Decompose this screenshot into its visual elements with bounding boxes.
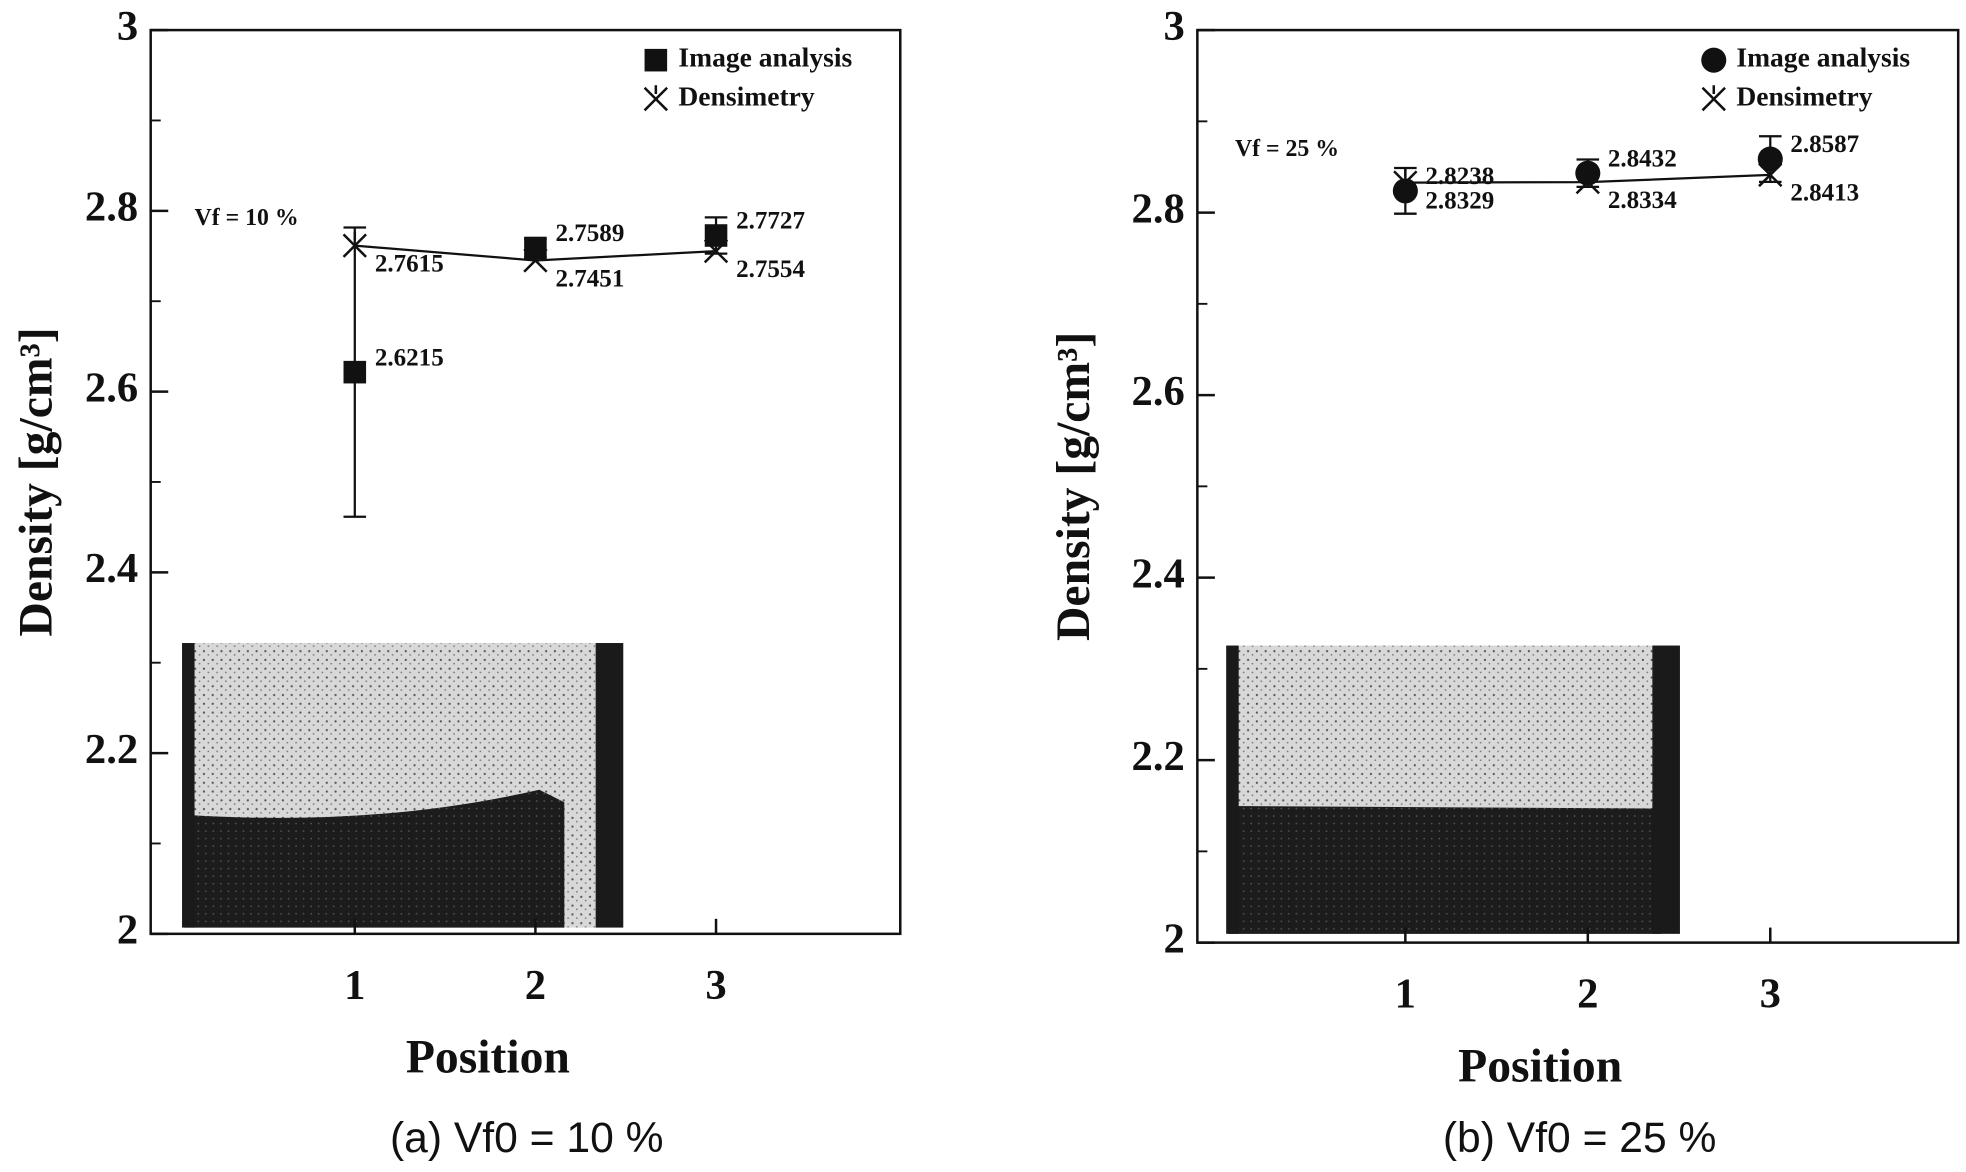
x-axis-label: Position [406,1032,570,1084]
data-point [1393,168,1418,195]
inset-photo-dark [1228,805,1662,934]
data-point [523,246,548,273]
data-label: 2.7554 [736,256,805,283]
y-tick-label: 2.2 [1132,733,1185,780]
x-tick-label: 2 [1577,971,1598,1018]
legend-label: Image analysis [1736,41,1910,72]
annotation: Vf = 25 % [1235,136,1339,162]
data-label: 2.8334 [1608,187,1677,214]
data-point [704,224,728,247]
data-point [1757,146,1783,172]
data-label: 2.8238 [1425,163,1494,190]
caption: (a) Vf0 = 10 % [390,1114,664,1162]
y-tick-label: 3 [1163,3,1184,50]
y-tick-label: 3 [117,3,138,50]
legend-marker [643,85,669,112]
data-label: 2.8413 [1790,180,1859,207]
data-point [343,360,367,384]
inset-photo-wall [595,643,624,928]
legend-marker [1701,85,1726,112]
y-tick-label: 2.8 [1132,185,1185,232]
y-tick-label: 2.6 [1132,368,1185,415]
y-axis-label: Density [g/cm³] [1048,332,1100,641]
legend-label: Densimetry [678,80,814,111]
annotation: Vf = 10 % [195,205,299,231]
legend-label: Densimetry [1736,80,1872,111]
data-label: 2.7451 [555,265,624,292]
y-tick-label: 2.6 [85,364,138,411]
data-label: 2.8432 [1608,145,1677,172]
x-tick-label: 2 [525,962,546,1009]
data-point [1758,161,1783,188]
y-tick-label: 2 [1163,915,1184,962]
data-point [1392,178,1418,204]
x-tick-label: 1 [1395,971,1416,1018]
data-point [1575,168,1600,195]
data-label: 2.7589 [555,220,624,247]
x-tick-label: 3 [1760,971,1781,1018]
y-tick-label: 2.4 [1132,550,1185,597]
data-point [342,231,367,258]
inset-photo-wall [182,643,195,928]
y-tick-label: 2.8 [85,184,138,231]
y-tick-label: 2 [117,907,138,954]
x-axis-label: Position [1458,1040,1622,1092]
legend-marker [1701,47,1727,73]
caption: (b) Vf0 = 25 % [1443,1114,1717,1162]
inset-photo-wall [1226,645,1239,934]
data-label: 2.8587 [1790,131,1859,158]
legend-label: Image analysis [678,41,852,72]
y-tick-label: 2.2 [85,726,138,773]
data-label: 2.6215 [375,344,444,371]
inset-photo-wall [1652,645,1680,934]
data-point [703,237,729,264]
data-label: 2.7615 [375,250,444,277]
data-label: 2.8329 [1425,187,1494,214]
y-tick-label: 2.4 [85,545,138,592]
legend-marker [644,48,668,72]
x-tick-label: 3 [705,962,726,1009]
y-axis-label: Density [g/cm³] [10,327,62,636]
data-label: 2.7727 [736,208,805,235]
x-tick-label: 1 [344,962,365,1009]
inset-photo-dark [184,789,565,928]
